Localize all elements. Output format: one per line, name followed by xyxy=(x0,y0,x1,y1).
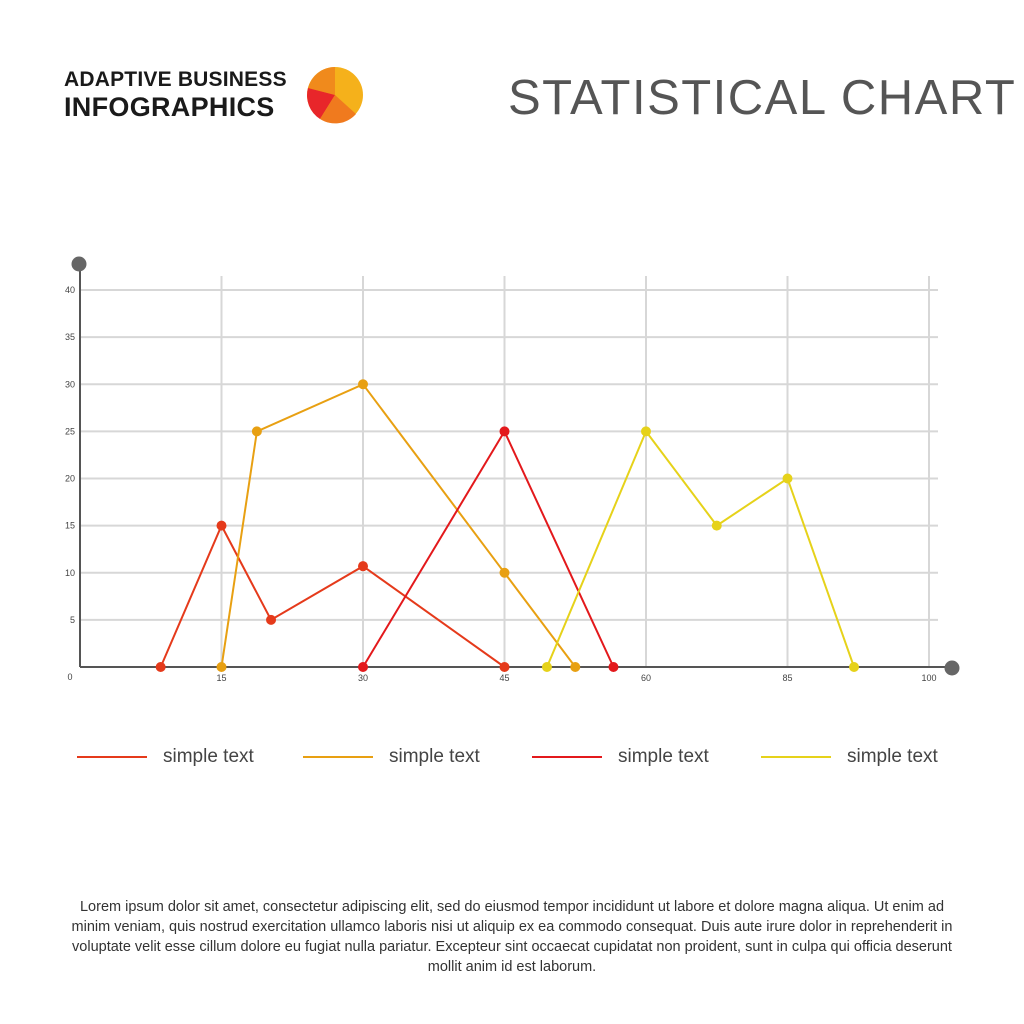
x-tick-label: 30 xyxy=(358,673,368,683)
data-point-series-2 xyxy=(499,567,510,578)
legend-item-3: simple text xyxy=(532,744,709,770)
x-tick-label: 15 xyxy=(216,673,226,683)
data-point-series-1 xyxy=(216,520,227,531)
data-point-series-2 xyxy=(216,662,227,672)
series-line-3 xyxy=(362,429,615,668)
data-point-series-2 xyxy=(251,426,262,437)
legend-swatch-3 xyxy=(532,756,602,758)
legend-item-4: simple text xyxy=(761,744,938,770)
footer-description: Lorem ipsum dolor sit amet, consectetur … xyxy=(71,899,953,975)
y-tick-label: 20 xyxy=(65,474,75,484)
y-tick-label: 35 xyxy=(65,332,75,342)
x-tick-label: 45 xyxy=(499,673,509,683)
data-point-series-1 xyxy=(358,561,368,572)
data-point-series-4 xyxy=(782,473,793,484)
legend-item-2: simple text xyxy=(303,744,480,770)
data-point-series-2 xyxy=(570,662,581,672)
y-tick-label: 15 xyxy=(65,521,75,531)
y-tick-label: 25 xyxy=(65,426,75,436)
brand-title-line2: INFOGRAPHICS xyxy=(64,92,275,122)
x-axis-cap xyxy=(944,660,960,676)
data-point-series-3 xyxy=(499,426,510,437)
data-point-series-4 xyxy=(641,426,651,437)
y-tick-label: 30 xyxy=(65,379,75,389)
data-point-series-4 xyxy=(541,662,552,672)
page-title: STATISTICAL CHART xyxy=(508,71,1017,125)
legend-swatch-4 xyxy=(761,756,831,758)
y-tick-label: 40 xyxy=(65,285,75,295)
x-tick-label: 60 xyxy=(641,673,651,683)
origin-label: 0 xyxy=(67,672,72,682)
data-point-series-1 xyxy=(499,662,510,672)
y-axis-cap xyxy=(71,256,87,272)
data-point-series-1 xyxy=(155,662,166,672)
legend-swatch-1 xyxy=(77,756,147,758)
series-line-1 xyxy=(159,523,506,668)
data-point-series-4 xyxy=(849,662,860,672)
data-point-series-3 xyxy=(608,662,619,672)
y-tick-label: 10 xyxy=(65,568,75,578)
y-tick-label: 5 xyxy=(70,615,75,625)
x-tick-label: 100 xyxy=(921,673,936,683)
data-point-series-3 xyxy=(358,662,368,672)
legend-swatch-2 xyxy=(303,756,373,758)
x-tick-label: 85 xyxy=(782,673,792,683)
data-point-series-4 xyxy=(711,520,722,531)
legend-label-2: simple text xyxy=(389,746,480,767)
brand-title-line1: ADAPTIVE BUSINESS xyxy=(64,68,287,91)
data-point-series-2 xyxy=(358,379,368,390)
legend-label-3: simple text xyxy=(618,746,709,767)
legend-item-1: simple text xyxy=(77,744,254,770)
brand-logo-icon xyxy=(307,67,363,124)
data-point-series-1 xyxy=(266,614,277,625)
legend-label-1: simple text xyxy=(163,746,254,767)
legend-label-4: simple text xyxy=(847,746,938,767)
series-line-4 xyxy=(546,429,855,668)
